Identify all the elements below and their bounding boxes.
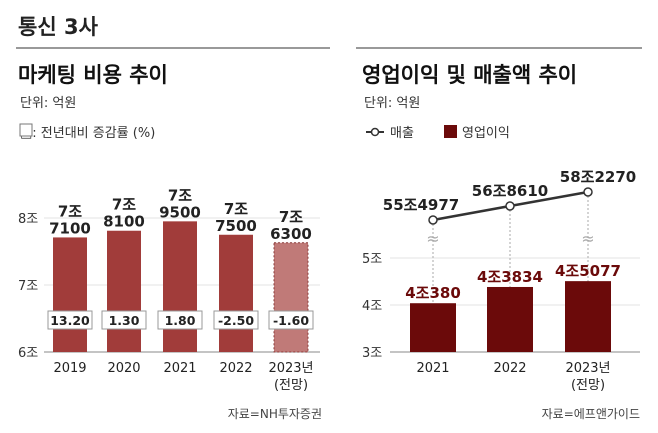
bar xyxy=(565,281,611,352)
bar-value-label: 8100 xyxy=(103,213,145,231)
growth-rate-label: 1.30 xyxy=(109,313,140,328)
legend-line-marker-icon xyxy=(370,127,380,137)
growth-rate-box xyxy=(157,310,203,330)
bar-value-label: 7조 xyxy=(112,196,136,214)
legend-operating-profit: 영업이익 xyxy=(462,126,510,141)
x-tick-label: 2021 xyxy=(416,361,449,376)
bar-value-label: 7조 xyxy=(224,200,248,218)
x-tick-label: 2023년 xyxy=(268,361,313,376)
bar-value-label: 4조5077 xyxy=(555,262,621,280)
bar xyxy=(53,237,87,352)
x-tick-label: (전망) xyxy=(274,378,308,393)
y-tick-label: 6조 xyxy=(18,346,38,361)
x-tick-label: 2020 xyxy=(107,361,140,376)
revenue-point xyxy=(505,201,515,211)
x-tick-label: 2021 xyxy=(163,361,196,376)
revenue-point xyxy=(428,215,438,225)
bar-value-label: 7조 xyxy=(58,202,82,220)
x-tick-label: 2019 xyxy=(53,361,86,376)
revenue-label: 56조8610 xyxy=(472,182,548,200)
legend-revenue: 매출 xyxy=(390,126,414,141)
growth-rate-label: -1.60 xyxy=(273,313,309,328)
x-tick-label: 2022 xyxy=(219,361,252,376)
x-tick-label: 2023년 xyxy=(565,361,610,376)
revenue-point xyxy=(583,187,593,197)
bar xyxy=(107,230,141,352)
legend-bar-swatch xyxy=(444,125,457,138)
bar xyxy=(219,234,253,352)
right-chart-legend: 매출 영업이익 xyxy=(366,125,510,141)
right-chart-title: 영업이익 및 매출액 추이 xyxy=(362,63,577,87)
left-chart-legend: □: 전년대비 증감률 (%) xyxy=(20,126,155,141)
right-source: 자료=에프앤가이드 xyxy=(542,407,640,421)
bar-value-label: 4조380 xyxy=(405,284,461,302)
bar xyxy=(487,286,533,352)
y-tick-label: 4조 xyxy=(362,299,382,314)
x-tick-label: (전망) xyxy=(571,378,605,393)
axis-break-icon: ≈ xyxy=(581,229,594,248)
bar-value-label: 4조3834 xyxy=(477,268,543,286)
bar-value-label: 9500 xyxy=(159,203,201,221)
bar-value-label: 7100 xyxy=(49,219,91,237)
bar xyxy=(163,221,197,352)
bar-value-label: 7조 xyxy=(168,186,192,204)
bar xyxy=(410,303,456,352)
left-chart-unit: 단위: 억원 xyxy=(20,96,76,111)
bar-value-label: 7500 xyxy=(215,217,257,235)
growth-rate-box xyxy=(268,310,314,330)
growth-rate-label: 1.80 xyxy=(165,313,196,328)
header-title: 통신 3사 xyxy=(18,15,99,39)
y-tick-label: 3조 xyxy=(362,346,382,361)
axis-break-icon: ≈ xyxy=(426,229,439,248)
growth-rate-box xyxy=(213,310,259,330)
growth-rate-box xyxy=(101,310,147,330)
bar-value-label: 7조 xyxy=(279,208,303,226)
revenue-label: 55조4977 xyxy=(383,196,459,214)
y-tick-label: 8조 xyxy=(18,212,38,227)
growth-rate-box xyxy=(47,310,93,330)
x-tick-label: 2022 xyxy=(493,361,526,376)
y-tick-label: 5조 xyxy=(362,252,382,267)
y-tick-label: 7조 xyxy=(18,279,38,294)
bar-value-label: 6300 xyxy=(270,225,312,243)
revenue-label: 58조2270 xyxy=(560,168,636,186)
right-chart-unit: 단위: 억원 xyxy=(364,96,420,111)
left-chart-title: 마케팅 비용 추이 xyxy=(18,63,168,87)
growth-rate-label: 13.20 xyxy=(50,313,90,328)
legend-box-icon xyxy=(19,123,33,137)
growth-rate-label: -2.50 xyxy=(218,313,254,328)
bar xyxy=(273,242,309,353)
left-source: 자료=NH투자증권 xyxy=(228,407,322,421)
